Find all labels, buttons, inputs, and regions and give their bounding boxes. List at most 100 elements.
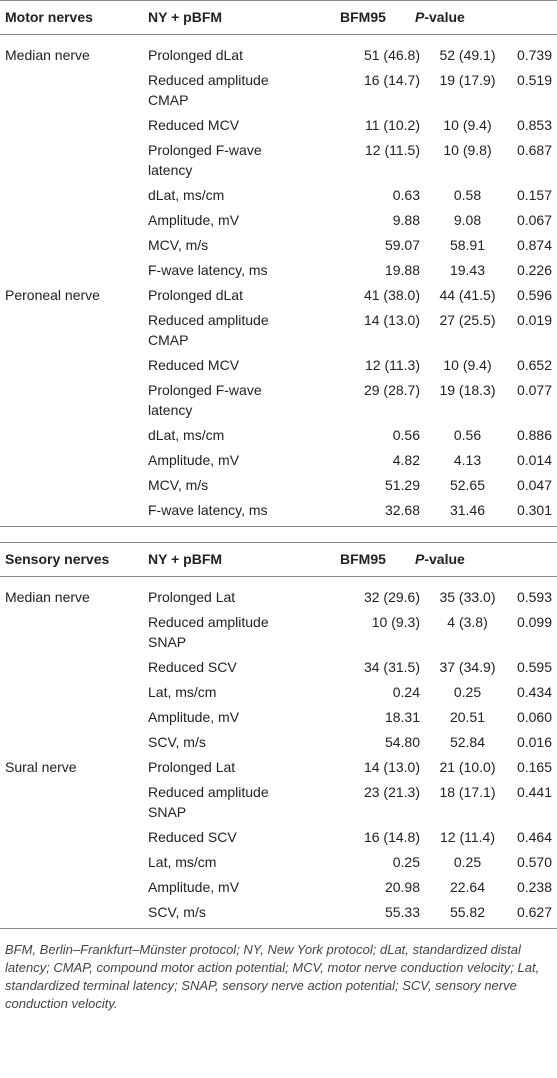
data-row: Amplitude, mV 4.82 4.13 0.014 <box>0 447 557 472</box>
p-value: 0.014 <box>516 452 552 468</box>
bfm-value: 37 (34.9) <box>439 659 496 675</box>
param: dLat, ms/cm <box>148 427 225 443</box>
data-row: SCV, m/s 55.33 55.82 0.627 <box>0 899 557 929</box>
p-value: 0.627 <box>510 899 557 929</box>
p-value: 0.016 <box>516 734 552 750</box>
data-row: SCV, m/s 54.80 52.84 0.016 <box>0 729 557 754</box>
p-value: 0.226 <box>516 262 552 278</box>
ny-value: 0.63 <box>392 187 420 203</box>
bfm-value: 10 (9.4) <box>443 117 492 133</box>
p-value: 0.464 <box>516 829 552 845</box>
data-row: Lat, ms/cm 0.25 0.25 0.570 <box>0 849 557 874</box>
data-row: dLat, ms/cm 0.63 0.58 0.157 <box>0 182 557 207</box>
p-value: 0.853 <box>516 117 552 133</box>
group-cell <box>0 447 143 472</box>
column-header: Sensory nerves <box>5 551 110 567</box>
param: MCV, m/s <box>148 237 209 253</box>
spacer <box>0 527 557 543</box>
header-cell: Sensory nerves NY + pBFM BFM95 P-value <box>0 542 557 577</box>
group-cell <box>0 679 143 704</box>
p-value: 0.687 <box>516 142 552 158</box>
group-cell <box>0 849 143 874</box>
ny-value: 14 (13.0) <box>363 312 420 328</box>
param: Lat, ms/cm <box>148 684 217 700</box>
group-cell <box>0 472 143 497</box>
bfm-value: 31.46 <box>425 497 510 527</box>
spacer-cell <box>0 527 557 543</box>
ny-value: 51.29 <box>384 477 420 493</box>
ny-value: 32.68 <box>303 497 425 527</box>
group-name: Median nerve <box>5 47 90 63</box>
param: Reduced amplitude CMAP <box>148 72 269 108</box>
data-row: MCV, m/s 51.29 52.65 0.047 <box>0 472 557 497</box>
p-value: 0.570 <box>516 854 552 870</box>
bfm-value: 0.25 <box>453 684 482 700</box>
ny-value: 16 (14.7) <box>363 72 420 88</box>
ny-value: 0.56 <box>392 427 420 443</box>
p-value: 0.652 <box>516 357 552 373</box>
column-header: Motor nerves <box>5 9 93 25</box>
data-row: Sural nerve Prolonged Lat 14 (13.0) 21 (10.… <box>0 754 557 779</box>
group-cell <box>0 137 143 182</box>
group-cell <box>0 654 143 679</box>
group-cell <box>0 307 143 352</box>
group-cell <box>0 257 143 282</box>
group-name: Median nerve <box>5 589 90 605</box>
p-value: 0.238 <box>516 879 552 895</box>
bfm-value: 44 (41.5) <box>439 287 496 303</box>
param: Reduced amplitude CMAP <box>148 312 269 348</box>
ny-value: 9.88 <box>392 212 420 228</box>
bfm-value: 4 (3.8) <box>447 614 488 630</box>
ny-value: 18.31 <box>384 709 420 725</box>
group-cell <box>0 112 143 137</box>
data-row: Reduced amplitude SNAP 23 (21.3) 18 (17.1)… <box>0 779 557 824</box>
p-value: 0.886 <box>516 427 552 443</box>
data-row: Reduced amplitude SNAP 10 (9.3) 4 (3.8) 0.0… <box>0 609 557 654</box>
param: Reduced amplitude SNAP <box>148 784 269 820</box>
param: Amplitude, mV <box>148 879 240 895</box>
column-header: NY + pBFM <box>148 9 223 25</box>
data-row: Prolonged F-wave latency 12 (11.5) 10 (9.8… <box>0 137 557 182</box>
group-name: Peroneal nerve <box>5 287 100 303</box>
data-row: Reduced SCV 16 (14.8) 12 (11.4) 0.464 <box>0 824 557 849</box>
data-row: MCV, m/s 59.07 58.91 0.874 <box>0 232 557 257</box>
p-value: 0.060 <box>516 709 552 725</box>
data-row: Reduced amplitude CMAP 14 (13.0) 27 (25.5)… <box>0 307 557 352</box>
bfm-value: 27 (25.5) <box>439 312 496 328</box>
p-value: 0.441 <box>516 784 552 800</box>
param: Prolonged Lat <box>148 759 236 775</box>
param: Amplitude, mV <box>148 709 240 725</box>
bfm-value: 20.51 <box>449 709 486 725</box>
group-cell <box>0 824 143 849</box>
param: Lat, ms/cm <box>148 854 217 870</box>
group-cell <box>0 729 143 754</box>
header-row: Sensory nerves NY + pBFM BFM95 P-value <box>0 542 557 577</box>
ny-value: 0.25 <box>392 854 420 870</box>
bfm-value: 19.43 <box>449 262 486 278</box>
bfm-value: 4.13 <box>453 452 482 468</box>
bfm-value: 52 (49.1) <box>439 47 496 63</box>
group-cell <box>0 609 143 654</box>
param: Amplitude, mV <box>148 452 240 468</box>
ny-value: 54.80 <box>384 734 420 750</box>
bfm-value: 52.65 <box>449 477 486 493</box>
header-row: Motor nerves NY + pBFM BFM95 P-value <box>0 0 557 35</box>
bfm-value: 12 (11.4) <box>440 829 495 845</box>
param: SCV, m/s <box>143 899 303 929</box>
ny-value: 12 (11.5) <box>365 142 420 158</box>
data-row: Amplitude, mV 9.88 9.08 0.067 <box>0 207 557 232</box>
data-row: Prolonged F-wave latency 29 (28.7) 19 (18.… <box>0 377 557 422</box>
param: dLat, ms/cm <box>148 187 225 203</box>
p-value: 0.067 <box>516 212 552 228</box>
bfm-value: 0.58 <box>453 187 482 203</box>
param: Amplitude, mV <box>148 212 240 228</box>
param: Reduced SCV <box>148 659 237 675</box>
param: Prolonged dLat <box>148 287 243 303</box>
data-row: Reduced SCV 34 (31.5) 37 (34.9) 0.595 <box>0 654 557 679</box>
data-row: Reduced MCV 11 (10.2) 10 (9.4) 0.853 <box>0 112 557 137</box>
p-value: 0.165 <box>516 759 552 775</box>
ny-value: 55.33 <box>303 899 425 929</box>
column-header: BFM95 <box>340 551 386 567</box>
data-row: Amplitude, mV 18.31 20.51 0.060 <box>0 704 557 729</box>
data-row: Amplitude, mV 20.98 22.64 0.238 <box>0 874 557 899</box>
